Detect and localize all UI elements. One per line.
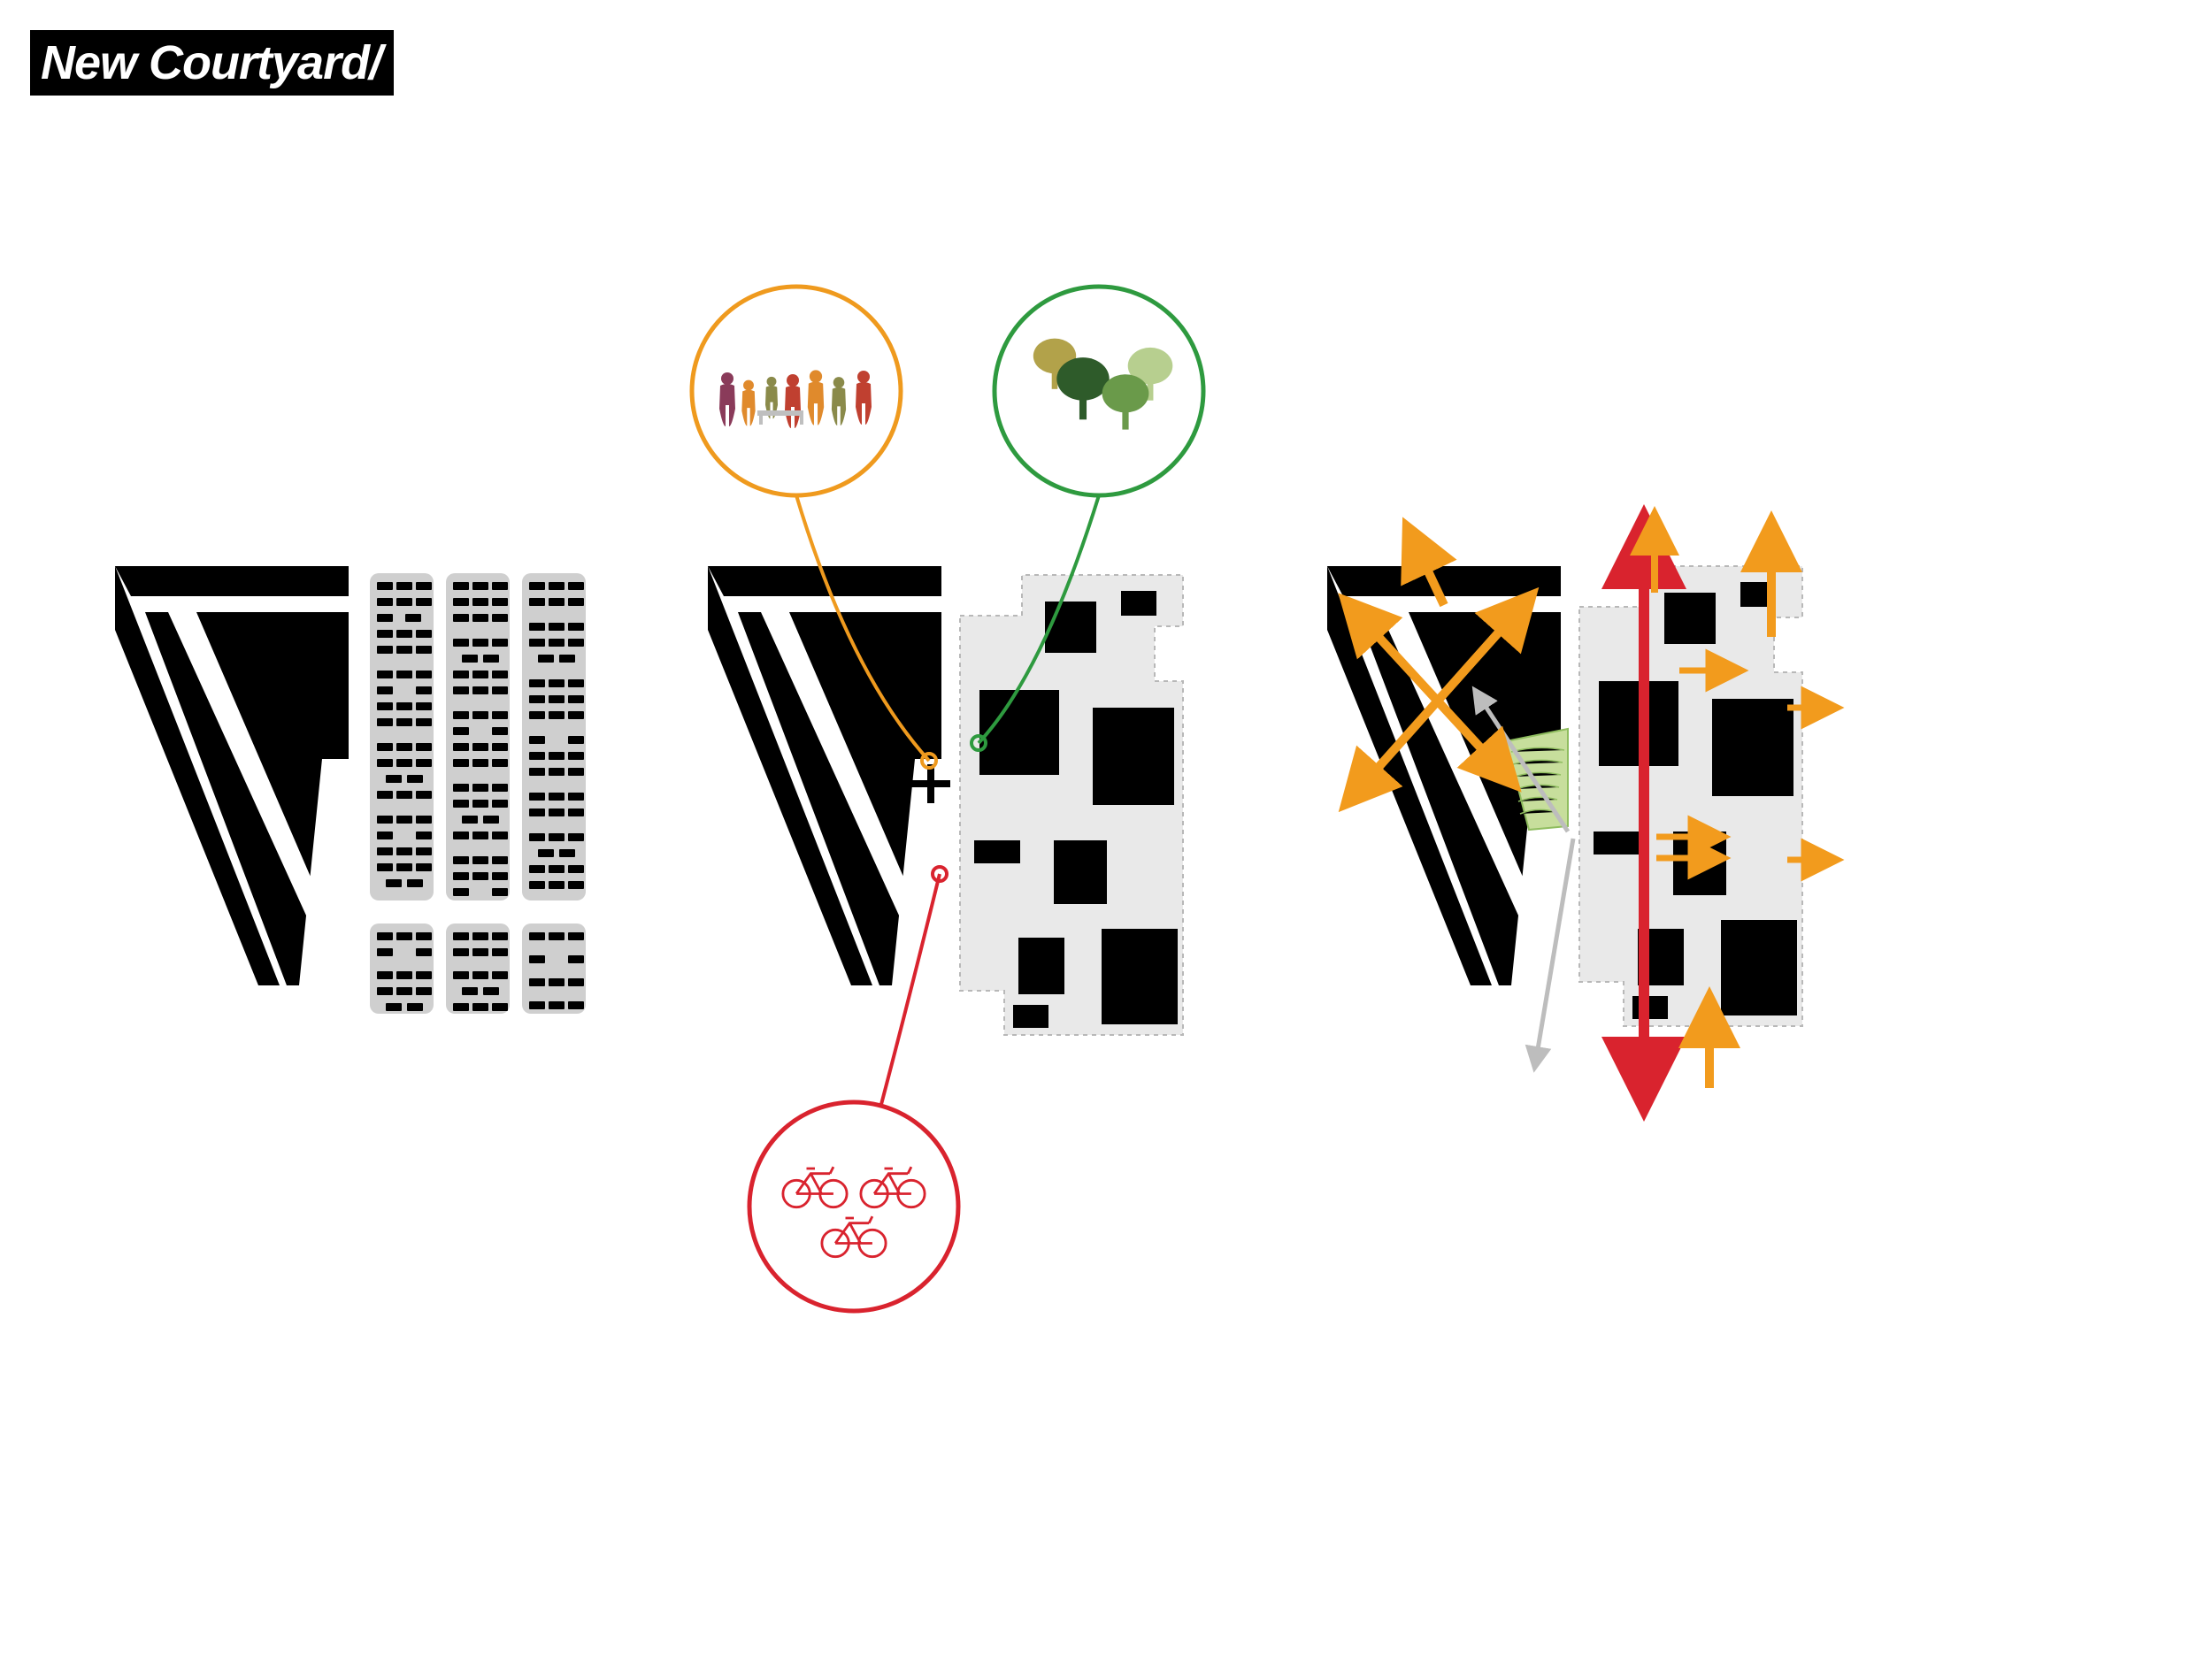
- panel2-wedge: [708, 566, 941, 985]
- bikes-bubble: [749, 867, 958, 1311]
- panel-3: [1327, 531, 1823, 1088]
- panel-1: [115, 566, 586, 1014]
- panel2-footprint: [960, 575, 1183, 1035]
- panel1-wedge: [115, 566, 349, 985]
- diagram-stage: [0, 0, 2212, 1659]
- panel1-parking: [370, 573, 586, 1014]
- panel-2: [692, 287, 1203, 1311]
- plus-icon: [911, 764, 950, 803]
